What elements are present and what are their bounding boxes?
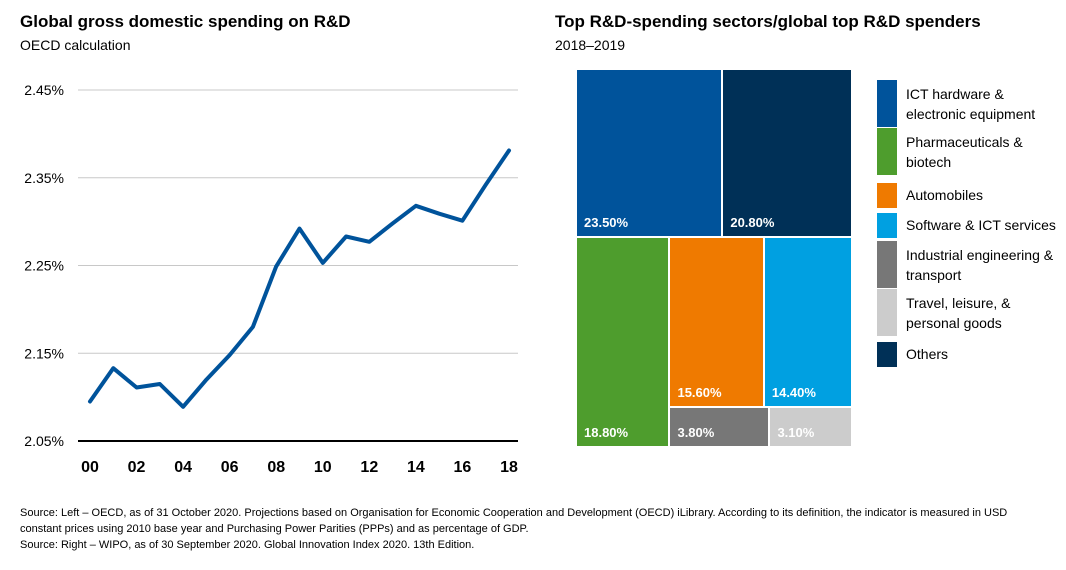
- treemap-value-label: 20.80%: [730, 214, 775, 230]
- source-notes: Source: Left – OECD, as of 31 October 20…: [20, 505, 1050, 553]
- x-tick-label: 10: [314, 459, 332, 476]
- x-tick-label: 00: [81, 459, 99, 476]
- legend-label: Others: [906, 346, 949, 362]
- x-tick-label: 02: [128, 459, 146, 476]
- legend-swatch: [877, 241, 897, 288]
- y-tick-label: 2.15%: [24, 345, 64, 361]
- y-tick-label: 2.05%: [24, 433, 64, 449]
- treemap-tile: 23.50%: [577, 70, 722, 236]
- treemap-tile: 3.10%: [770, 407, 851, 446]
- treemap-tile: 20.80%: [723, 70, 851, 236]
- treemap-tile: 14.40%: [764, 237, 851, 406]
- treemap-value-label: 3.10%: [777, 424, 815, 440]
- treemap-value-label: 18.80%: [584, 424, 629, 440]
- treemap-value-label: 15.60%: [677, 384, 722, 400]
- legend-swatch: [877, 183, 897, 208]
- left-chart-title: Global gross domestic spending on R&D: [20, 12, 351, 31]
- legend-label: Pharmaceuticals & biotech: [906, 134, 1023, 170]
- treemap-tile: 18.80%: [577, 237, 669, 446]
- line-chart: 2.05% 2.15% 2.25% 2.35% 2.45% 00 02 04 06 08 10 12 1…: [24, 82, 518, 476]
- legend-label: Travel, leisure, & personal goods: [906, 295, 1011, 331]
- x-tick-label: 14: [407, 459, 425, 476]
- legend-swatch: [877, 342, 897, 367]
- legend-label: Automobiles: [906, 187, 984, 203]
- left-chart-subtitle: OECD calculation: [20, 37, 131, 53]
- treemap-value-label: 23.50%: [584, 214, 629, 230]
- x-tick-label: 04: [174, 459, 192, 476]
- x-tick-label: 08: [267, 459, 285, 476]
- treemap-tile: 3.80%: [670, 407, 769, 446]
- right-chart-subtitle: 2018–2019: [555, 37, 626, 53]
- legend-swatch: [877, 80, 897, 127]
- legend-label: Industrial engineering & transport: [906, 247, 1054, 283]
- legend-swatch: [877, 213, 897, 238]
- x-tick-label: 12: [360, 459, 378, 476]
- treemap-tile: 15.60%: [670, 237, 763, 406]
- legend-label: Software & ICT services: [906, 217, 1056, 233]
- legend-label: ICT hardware & electronic equipment: [906, 86, 1036, 122]
- y-tick-label: 2.25%: [24, 258, 64, 274]
- source-left: Source: Left – OECD, as of 31 October 20…: [20, 507, 1008, 535]
- treemap-value-label: 14.40%: [771, 384, 816, 400]
- y-tick-label: 2.35%: [24, 170, 64, 186]
- x-tick-label: 16: [454, 459, 472, 476]
- treemap-chart: 23.50% 20.80% 18.80% 15.60% 14.40% 3.80% 3.10%: [577, 70, 851, 446]
- right-chart-title: Top R&D-spending sectors/global top R&D …: [555, 12, 981, 31]
- series-line: [88, 148, 511, 409]
- source-right: Source: Right – WIPO, as of 30 September…: [20, 539, 475, 551]
- y-tick-label: 2.45%: [24, 82, 64, 98]
- treemap-value-label: 3.80%: [677, 424, 715, 440]
- legend-swatch: [877, 128, 897, 175]
- legend-swatch: [877, 289, 897, 336]
- x-tick-label: 18: [500, 459, 518, 476]
- x-tick-label: 06: [221, 459, 239, 476]
